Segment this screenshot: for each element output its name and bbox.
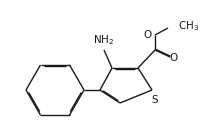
Text: CH$_3$: CH$_3$ xyxy=(178,19,199,33)
Text: O: O xyxy=(144,30,152,40)
Text: O: O xyxy=(170,53,178,63)
Text: S: S xyxy=(152,95,158,105)
Text: NH$_2$: NH$_2$ xyxy=(94,33,114,47)
